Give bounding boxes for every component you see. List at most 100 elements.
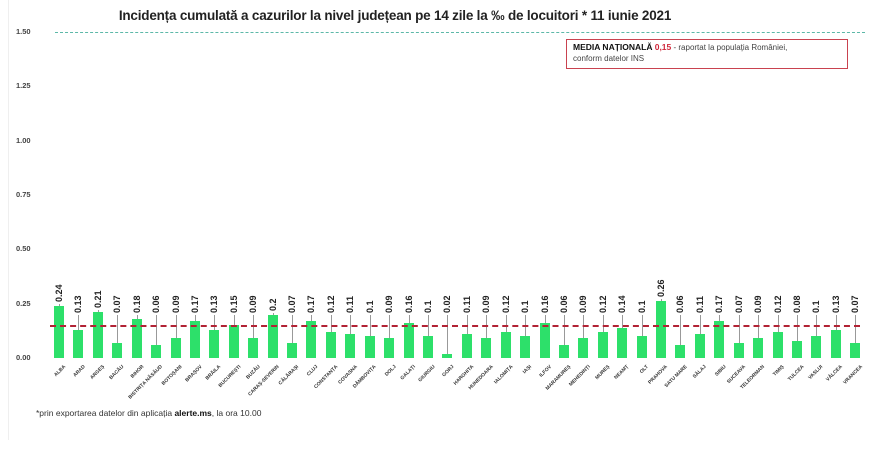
value-label: 0.1	[520, 300, 531, 314]
value-label: 0.09	[248, 295, 259, 314]
bar-timiș	[772, 331, 783, 358]
value-leader-line	[214, 315, 216, 330]
legend-box: MEDIA NAȚIONALĂ 0,15 - raportat la popul…	[566, 39, 848, 69]
value-label: 0.07	[733, 295, 744, 314]
value-leader-line	[777, 315, 779, 332]
value-leader-line	[622, 315, 624, 328]
value-label: 0.13	[830, 295, 841, 314]
bar-caraș-severin	[267, 314, 278, 358]
value-leader-line	[78, 315, 80, 330]
y-tick-label: 1.25	[16, 81, 31, 91]
value-label: 0.09	[578, 295, 589, 314]
value-leader-line	[602, 315, 604, 332]
value-leader-line	[292, 315, 294, 343]
chart-frame	[8, 0, 870, 440]
bar-dolj	[384, 338, 395, 358]
value-label: 0.07	[112, 295, 123, 314]
value-leader-line	[233, 315, 235, 326]
bar-hunedoara	[481, 338, 492, 358]
value-leader-line	[719, 315, 721, 322]
value-leader-line	[855, 315, 857, 343]
bar-gorj	[442, 353, 453, 358]
bar-olt	[636, 336, 647, 358]
bar-tulcea	[791, 340, 802, 358]
chart-title: Incidența cumulată a cazurilor la nivel …	[118, 8, 672, 23]
footnote-prefix: *prin exportarea datelor din aplicația	[36, 408, 175, 418]
value-label: 0.11	[694, 296, 705, 314]
y-tick-label: 1.00	[16, 135, 31, 145]
y-tick-label: 0.75	[16, 190, 31, 199]
value-leader-line	[97, 310, 99, 313]
value-leader-line	[563, 315, 565, 345]
legend-label: MEDIA NAȚIONALĂ	[573, 42, 653, 52]
value-label: 0.24	[54, 284, 64, 302]
value-label: 0.07	[287, 295, 298, 314]
bar-mureș	[597, 331, 608, 358]
value-label: 0.11	[461, 296, 472, 314]
bar-dâmbovița	[364, 336, 375, 358]
value-label: 0.06	[151, 295, 162, 314]
bar-ialomița	[500, 331, 511, 358]
value-label: 0.1	[636, 300, 647, 314]
y-tick-label: 0.00	[16, 353, 31, 362]
value-label: 0.06	[558, 295, 569, 314]
value-label: 0.1	[422, 300, 433, 314]
value-leader-line	[680, 315, 682, 345]
legend-text-2: conform datelor INS	[573, 54, 645, 63]
legend-text: - raportat la populația României,	[671, 43, 788, 52]
bar-argeș	[92, 312, 103, 358]
value-label: 0.1	[811, 300, 822, 314]
value-leader-line	[156, 315, 158, 345]
bar-sălaj	[694, 334, 705, 358]
value-label: 0.18	[131, 295, 142, 314]
value-label: 0.09	[753, 295, 764, 314]
value-label: 0.09	[481, 295, 492, 314]
bar-constanța	[325, 331, 336, 358]
value-label: 0.2	[267, 298, 278, 311]
value-leader-line	[661, 299, 663, 302]
footnote-source: alerte.ms	[174, 408, 212, 418]
bar-bucurești	[228, 325, 239, 358]
value-leader-line	[350, 315, 352, 335]
national-average-line	[50, 325, 860, 328]
footnote: *prin exportarea datelor din aplicația a…	[36, 408, 261, 418]
footnote-suffix: , la ora 10.00	[211, 408, 262, 418]
value-label: 0.02	[442, 295, 453, 314]
bar-iași	[520, 336, 531, 358]
bar-bihor	[131, 318, 142, 358]
value-label: 0.08	[791, 295, 802, 314]
value-leader-line	[117, 315, 119, 343]
value-leader-line	[59, 303, 60, 306]
bar-călărași	[287, 342, 298, 358]
bar-prahova	[656, 301, 667, 358]
bar-sibiu	[714, 321, 725, 358]
y-tick-label: 0.25	[16, 298, 31, 308]
value-label: 0.12	[325, 295, 336, 314]
bar-harghita	[461, 334, 472, 358]
value-label: 0.09	[170, 295, 181, 314]
value-label: 0.17	[189, 295, 200, 314]
bar-arad	[73, 329, 84, 358]
value-label: 0.26	[656, 279, 667, 298]
value-leader-line	[194, 315, 196, 322]
bar-suceava	[733, 342, 744, 358]
value-label: 0.15	[228, 295, 239, 314]
value-label: 0.1	[364, 300, 375, 314]
bar-neamț	[617, 327, 628, 358]
value-label: 0.13	[209, 295, 220, 314]
bar-maramureș	[558, 344, 569, 358]
value-leader-line	[447, 315, 449, 354]
value-leader-line	[408, 315, 410, 324]
value-label: 0.16	[403, 295, 414, 314]
bar-satu-mare	[675, 344, 686, 358]
bar-bacău	[112, 342, 123, 358]
value-leader-line	[544, 315, 546, 324]
value-leader-line	[738, 315, 740, 343]
value-label: 0.17	[306, 295, 317, 314]
reference-line-1-50	[55, 32, 865, 33]
value-leader-line	[505, 315, 507, 332]
value-label: 0.06	[675, 295, 686, 314]
value-label: 0.07	[850, 295, 861, 314]
bar-bistrița-năsăud	[151, 344, 162, 358]
bar-giurgiu	[422, 336, 433, 358]
